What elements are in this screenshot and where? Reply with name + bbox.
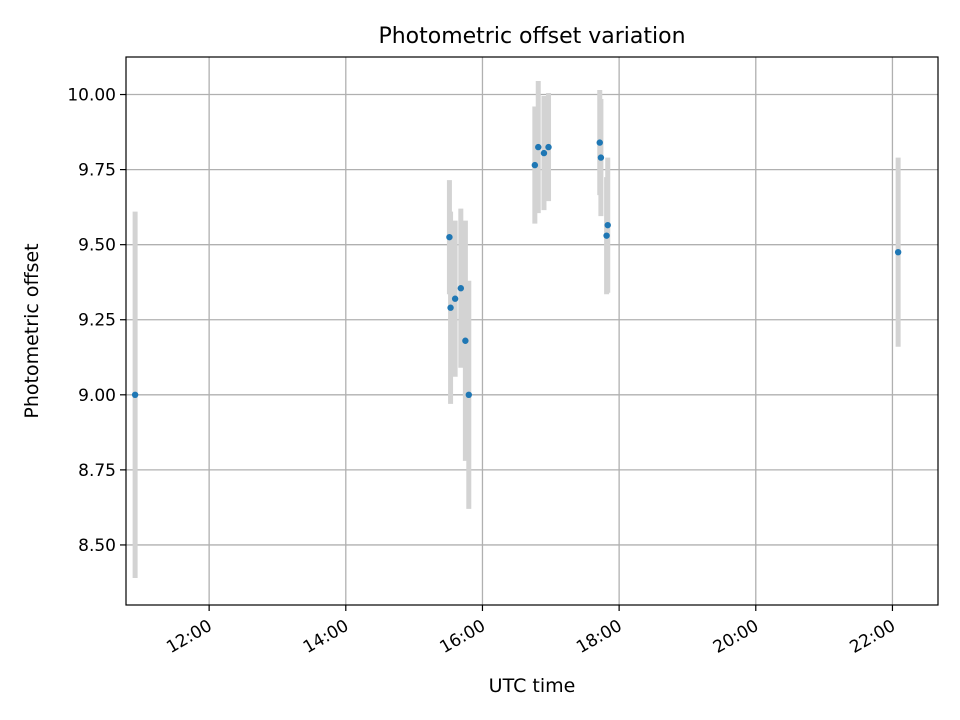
data-point	[465, 391, 472, 399]
chart-title: Photometric offset variation	[378, 24, 685, 49]
y-tick-label: 9.25	[78, 311, 116, 331]
data-point	[894, 248, 902, 256]
y-tick-label: 8.75	[78, 461, 116, 481]
data-point	[604, 221, 611, 229]
data-point	[540, 149, 548, 157]
data-point	[446, 233, 453, 241]
data-point	[451, 295, 459, 302]
y-tick-label: 9.75	[78, 161, 116, 181]
data-point	[447, 304, 454, 311]
data-point	[597, 154, 605, 161]
plot-frame	[125, 56, 939, 606]
x-axis-label: UTC time	[489, 675, 576, 697]
data-point	[531, 161, 539, 169]
y-tick-label: 10.00	[67, 86, 116, 106]
data-point	[545, 143, 552, 151]
grid	[126, 57, 938, 605]
y-tick-label: 8.50	[78, 536, 116, 556]
y-axis-ticks: 8.50 8.75 9.00 9.25 9.50 9.75 10.00	[67, 86, 126, 556]
y-tick-label: 9.50	[78, 236, 116, 256]
data-point	[596, 139, 603, 146]
data-point	[535, 143, 542, 151]
data-point	[131, 391, 139, 399]
data-point	[457, 285, 465, 292]
y-axis-label: Photometric offset	[21, 243, 43, 418]
y-tick-label: 9.00	[78, 386, 116, 406]
data-points	[131, 139, 902, 399]
data-point	[603, 232, 610, 239]
data-point	[462, 337, 469, 344]
